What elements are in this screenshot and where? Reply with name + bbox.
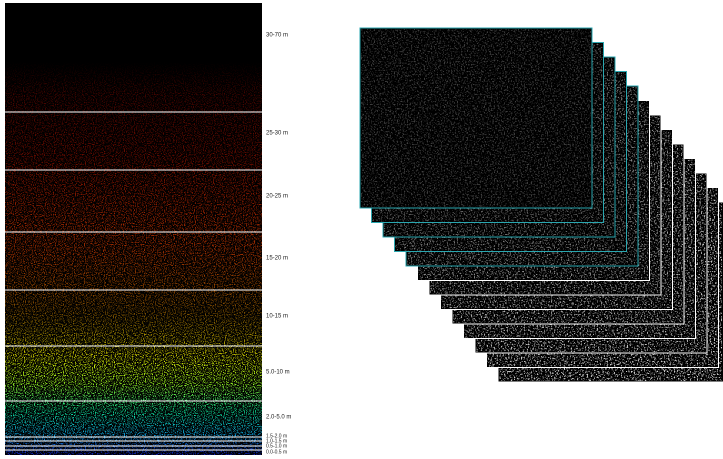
band-label: 0.0-0.5 m	[266, 449, 287, 455]
front-layer-points	[361, 29, 591, 207]
band-label: 20-25 m	[266, 194, 288, 200]
layer-stack	[360, 28, 723, 382]
band-label: 30-70 m	[266, 33, 288, 39]
band-label: 25-30 m	[266, 131, 288, 137]
band-labels: 30-70 m 25-30 m 20-25 m 15-20 m 10-15 m 5.0-1…	[266, 33, 291, 456]
band-label: 5.0-10 m	[266, 370, 290, 376]
figure: 30-70 m 25-30 m 20-25 m 15-20 m 10-15 m 5.0-1…	[0, 0, 723, 459]
point-cloud	[5, 3, 262, 455]
band-label: 2.0-5.0 m	[266, 415, 291, 421]
band-label: 10-15 m	[266, 314, 288, 320]
band-label: 15-20 m	[266, 256, 288, 262]
